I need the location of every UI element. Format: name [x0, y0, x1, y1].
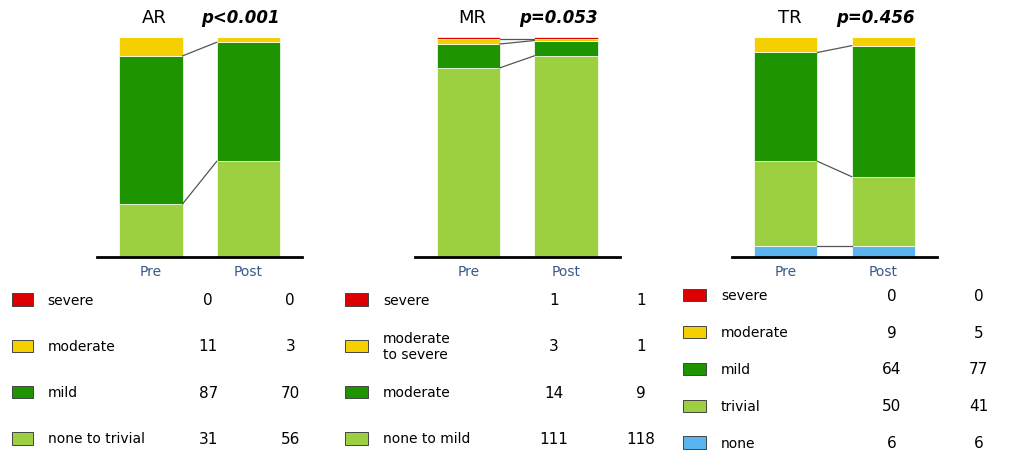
Bar — [11, 432, 34, 445]
Text: 1: 1 — [636, 293, 645, 307]
Text: moderate: moderate — [721, 325, 788, 339]
Text: mild: mild — [721, 362, 752, 376]
Text: AR: AR — [142, 9, 167, 27]
Bar — [345, 432, 368, 445]
Text: 64: 64 — [882, 362, 901, 377]
Bar — [535, 40, 598, 41]
Text: p=0.053: p=0.053 — [519, 9, 597, 27]
Bar — [754, 38, 817, 53]
Text: moderate: moderate — [383, 385, 451, 399]
Text: none to trivial: none to trivial — [48, 431, 144, 445]
Bar — [683, 326, 706, 338]
Bar — [436, 45, 500, 69]
Text: 9: 9 — [636, 385, 646, 400]
Text: MR: MR — [458, 9, 486, 27]
Bar — [754, 247, 817, 257]
Text: 6: 6 — [887, 436, 897, 450]
Text: moderate
to severe: moderate to severe — [383, 331, 451, 361]
Text: TR: TR — [777, 9, 802, 27]
Bar — [852, 38, 915, 47]
Text: trivial: trivial — [721, 399, 761, 413]
Bar — [535, 38, 598, 40]
Bar — [345, 294, 368, 307]
Text: p<0.001: p<0.001 — [202, 9, 280, 27]
Text: 1: 1 — [549, 293, 558, 307]
Bar — [217, 43, 281, 162]
Text: severe: severe — [383, 293, 429, 307]
Text: 0: 0 — [204, 293, 213, 307]
Text: 77: 77 — [969, 362, 988, 377]
Text: 0: 0 — [286, 293, 295, 307]
Bar — [436, 69, 500, 257]
Text: none to mild: none to mild — [383, 431, 471, 445]
Text: mild: mild — [48, 385, 78, 399]
Bar — [217, 162, 281, 257]
Bar — [119, 204, 182, 257]
Bar — [852, 47, 915, 177]
Bar — [754, 53, 817, 162]
Bar — [852, 247, 915, 257]
Text: severe: severe — [721, 288, 767, 302]
Bar — [217, 38, 281, 43]
Bar — [683, 436, 706, 449]
Bar — [683, 400, 706, 412]
Text: 0: 0 — [887, 288, 896, 303]
Text: severe: severe — [48, 293, 94, 307]
Bar — [345, 386, 368, 398]
Bar — [345, 340, 368, 353]
Bar — [535, 41, 598, 57]
Text: 41: 41 — [969, 398, 988, 414]
Text: 6: 6 — [974, 436, 984, 450]
Text: p=0.456: p=0.456 — [837, 9, 914, 27]
Text: none: none — [721, 436, 756, 450]
Bar — [852, 177, 915, 247]
Bar — [11, 386, 34, 398]
Bar — [754, 162, 817, 247]
Text: 3: 3 — [549, 338, 559, 354]
Bar — [535, 57, 598, 257]
Text: 1: 1 — [636, 338, 645, 354]
Bar — [119, 57, 182, 204]
Text: 9: 9 — [887, 325, 897, 340]
Text: 111: 111 — [540, 431, 568, 446]
Text: moderate: moderate — [48, 339, 116, 353]
Bar — [436, 40, 500, 45]
Text: 56: 56 — [281, 431, 300, 446]
Text: 3: 3 — [286, 338, 295, 354]
Text: 31: 31 — [199, 431, 218, 446]
Text: 87: 87 — [199, 385, 218, 400]
Bar — [11, 340, 34, 353]
Bar — [11, 294, 34, 307]
Text: 11: 11 — [199, 338, 218, 354]
Text: 50: 50 — [882, 398, 901, 414]
Bar — [683, 363, 706, 376]
Text: 5: 5 — [974, 325, 983, 340]
Text: 14: 14 — [544, 385, 563, 400]
Bar — [683, 289, 706, 302]
Text: 118: 118 — [627, 431, 655, 446]
Bar — [119, 38, 182, 57]
Text: 70: 70 — [281, 385, 300, 400]
Bar — [436, 38, 500, 40]
Text: 0: 0 — [974, 288, 983, 303]
